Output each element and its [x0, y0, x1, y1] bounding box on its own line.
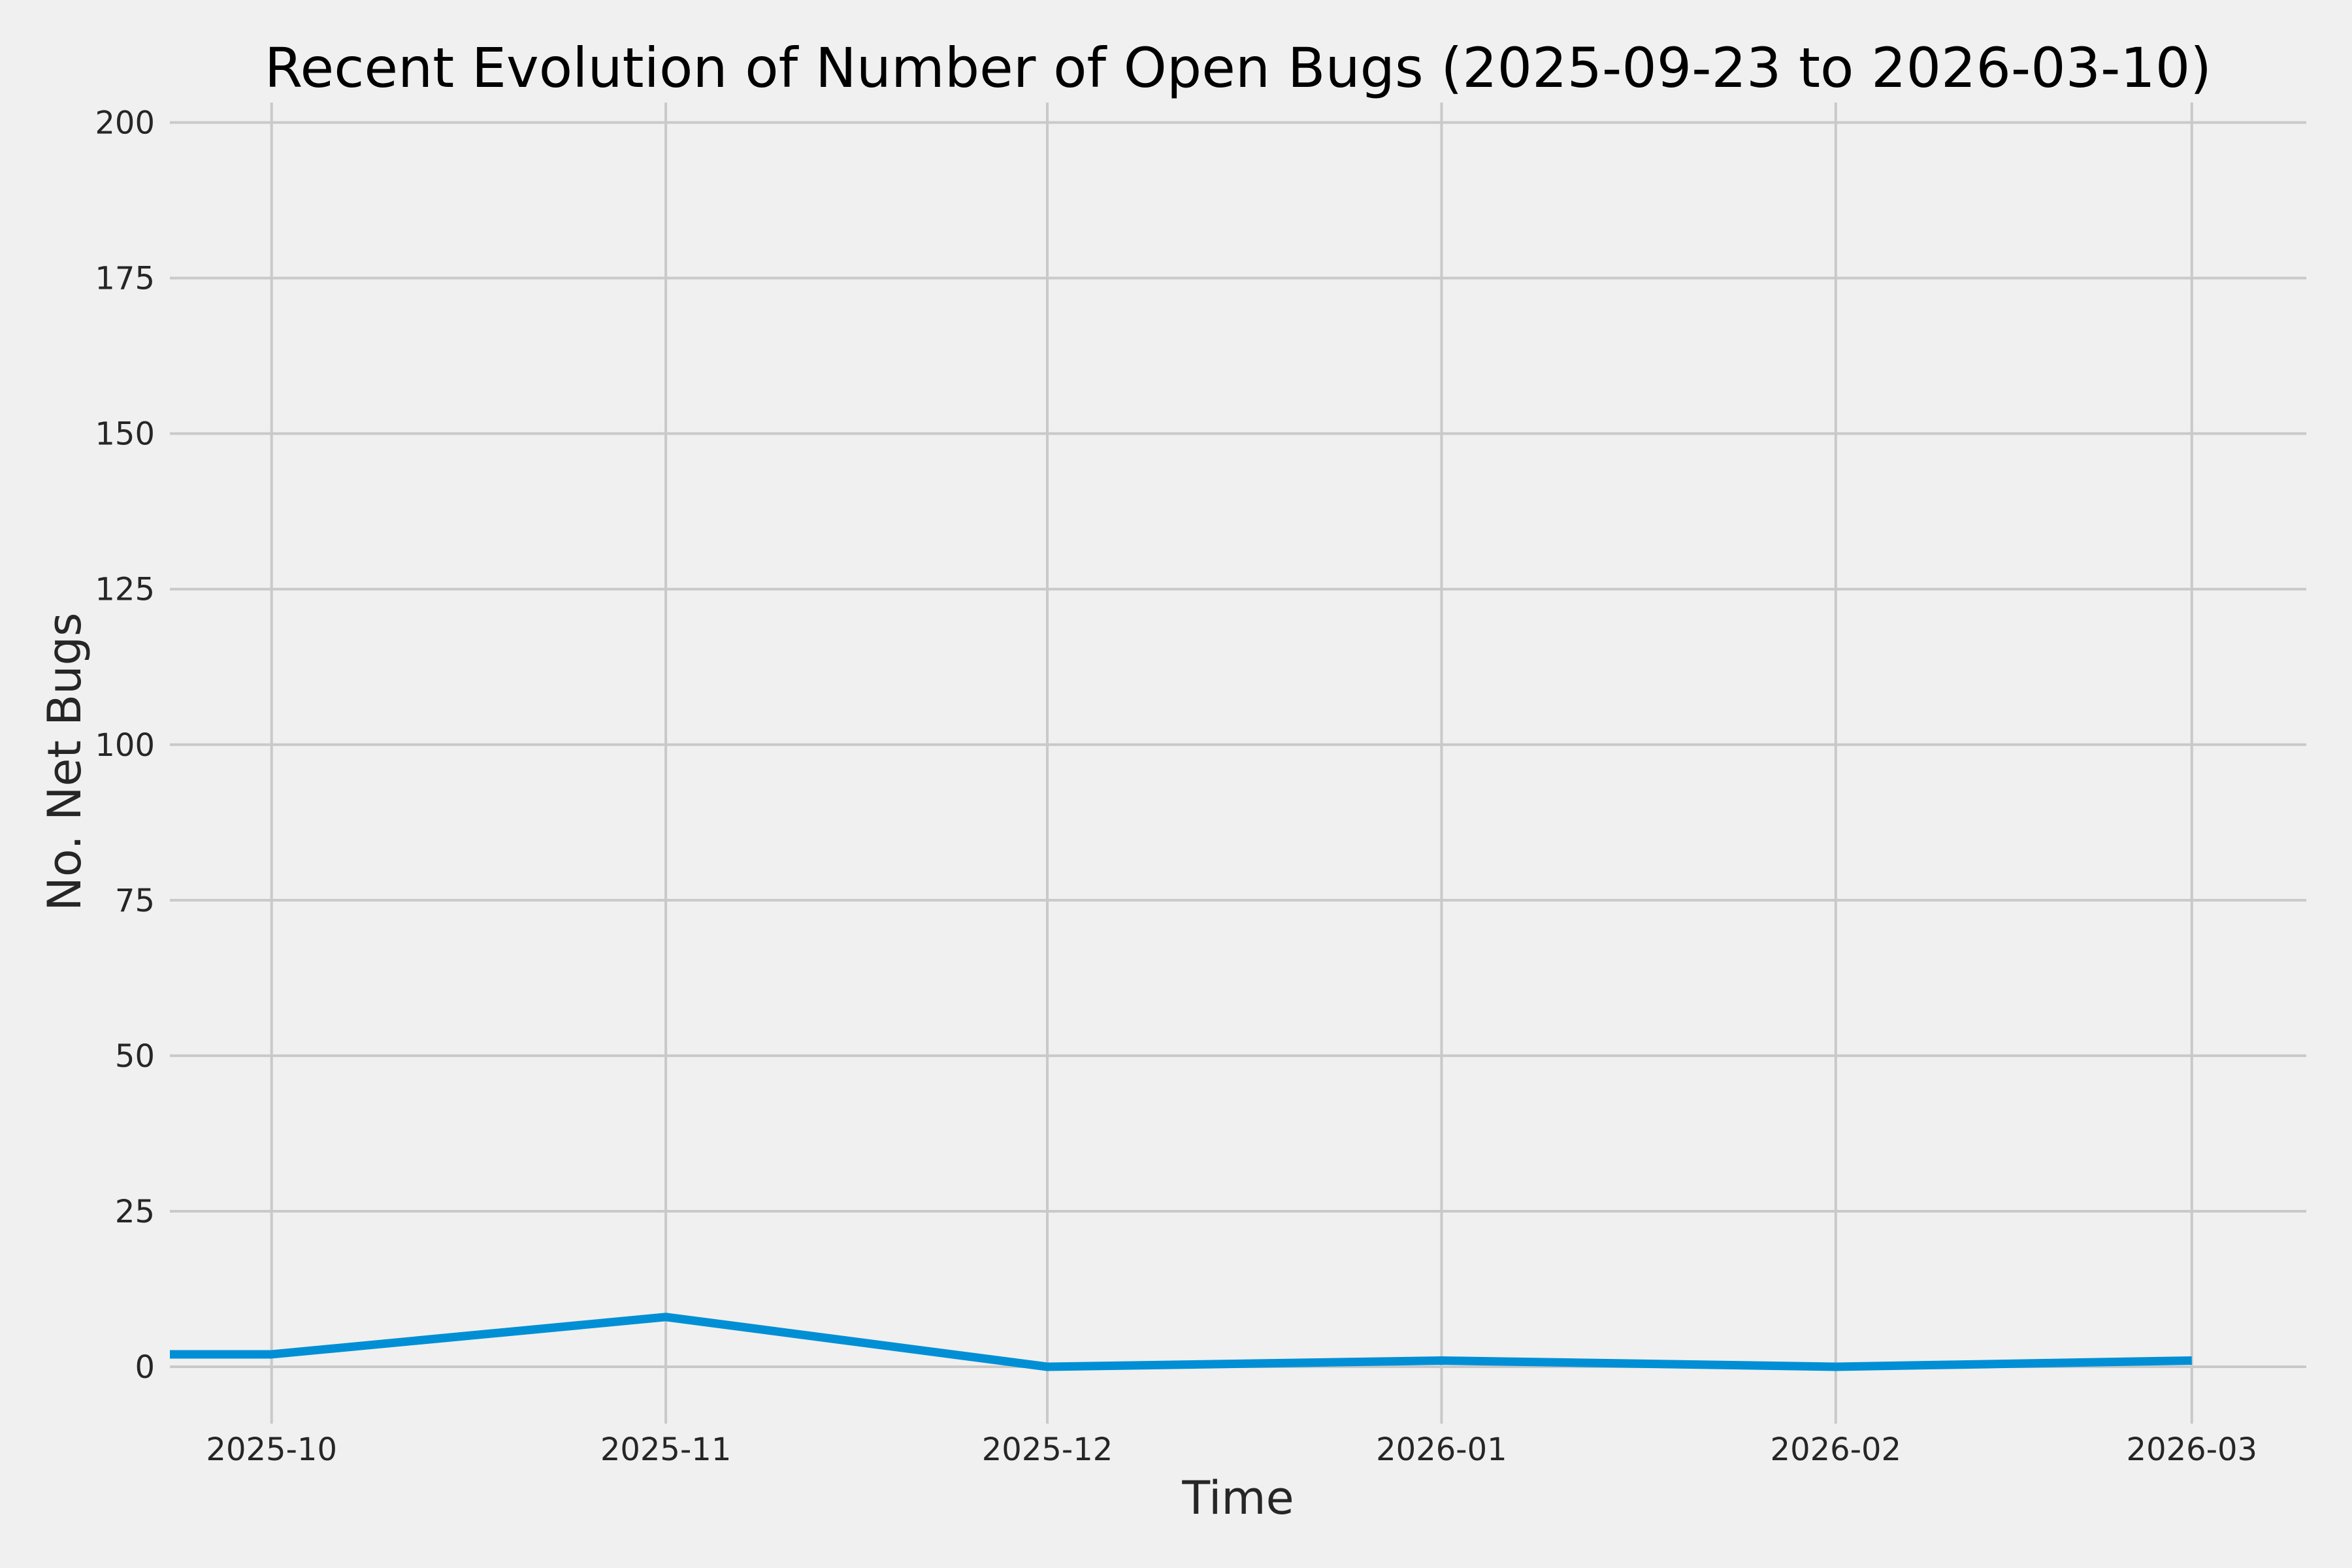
y-tick-label: 125: [95, 572, 155, 608]
x-axis-label: Time: [1182, 1471, 1294, 1525]
x-tick-label: 2026-01: [1376, 1431, 1507, 1468]
y-tick-label: 150: [95, 416, 155, 453]
y-tick-label: 75: [115, 883, 155, 919]
x-tick-label: 2025-12: [982, 1431, 1113, 1468]
y-tick-label: 0: [135, 1349, 155, 1386]
y-tick-label: 50: [115, 1038, 155, 1075]
x-tick-label: 2026-02: [1771, 1431, 1902, 1468]
y-tick-label: 200: [95, 105, 155, 142]
x-tick-label: 2025-10: [206, 1431, 337, 1468]
x-tick-label: 2026-03: [2127, 1431, 2258, 1468]
chart-title: Recent Evolution of Number of Open Bugs …: [264, 36, 2212, 100]
y-tick-label: 25: [115, 1194, 155, 1230]
x-tick-label: 2025-11: [600, 1431, 732, 1468]
y-tick-label: 175: [95, 261, 155, 297]
y-tick-label: 100: [95, 727, 155, 764]
y-axis-label: No. Net Bugs: [38, 612, 91, 911]
data-line: [170, 1313, 2192, 1371]
